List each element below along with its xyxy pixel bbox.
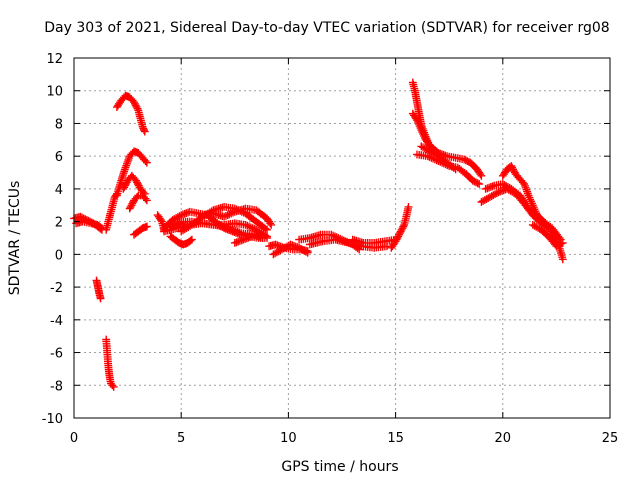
data-series-arc-30 — [481, 180, 533, 213]
x-tick-label: 25 — [602, 431, 619, 446]
x-tick-label: 15 — [387, 431, 404, 446]
data-series-arc-7 — [113, 147, 151, 200]
data-series-arc-10 — [130, 222, 151, 239]
plot-frame — [73, 57, 611, 419]
y-tick-label: 12 — [46, 52, 63, 67]
data-series-arc-6 — [113, 91, 149, 136]
data-series-arc-31 — [498, 162, 565, 244]
x-tick-label: 20 — [495, 431, 512, 446]
y-tick-label: 8 — [55, 117, 63, 132]
data-series-arc-32 — [528, 221, 567, 251]
y-tick-label: 10 — [46, 85, 63, 100]
chart-title: Day 303 of 2021, Sidereal Day-to-day VTE… — [44, 20, 609, 36]
data-series-arc-18 — [230, 230, 265, 247]
data-series-arc-23 — [348, 235, 400, 247]
y-tick-label: -2 — [50, 281, 63, 296]
data-points — [70, 78, 567, 391]
y-tick-label: 2 — [55, 216, 63, 231]
data-series-arc-17 — [198, 204, 276, 229]
data-series-arc-5 — [102, 189, 121, 234]
data-series-arc-3 — [92, 276, 105, 303]
data-series-arc-2 — [72, 217, 106, 233]
x-axis-title: GPS time / hours — [281, 459, 398, 475]
y-axis-title: SDTVAR / TECUs — [7, 181, 23, 296]
data-series-arc-20 — [269, 240, 312, 259]
x-tick-label: 10 — [280, 431, 297, 446]
y-tick-label: 4 — [55, 183, 63, 198]
y-tick-label: 0 — [55, 248, 63, 263]
grid-lines — [74, 58, 610, 418]
x-tick-label: 5 — [177, 431, 185, 446]
data-series-arc-15 — [166, 232, 196, 249]
data-series-arc-28 — [417, 142, 460, 174]
y-tick-label: 6 — [55, 150, 63, 165]
data-series-arc-9 — [125, 191, 151, 213]
y-tick-label: -6 — [50, 347, 63, 362]
x-tick-label: 0 — [70, 431, 78, 446]
data-series-arc-8 — [119, 171, 149, 198]
data-series-arc-24 — [387, 203, 413, 252]
y-tick-label: -8 — [50, 379, 63, 394]
data-series-arc-4 — [102, 335, 118, 391]
axis-ticks: 0 5 10 15 20 25 -10 -8 -6 -4 -2 0 2 4 6 8 10 12 — [42, 52, 619, 446]
data-series-arc-22 — [305, 235, 391, 252]
y-tick-label: -10 — [42, 412, 63, 427]
y-tick-label: -4 — [50, 314, 63, 329]
